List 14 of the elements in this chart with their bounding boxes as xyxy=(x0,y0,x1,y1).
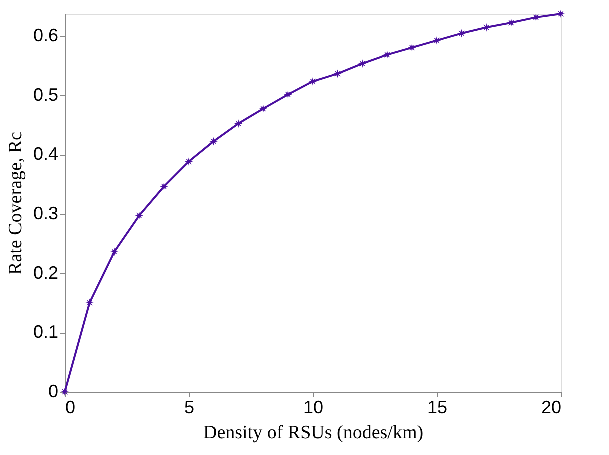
y-tick-label: 0.2 xyxy=(33,262,58,283)
x-tick-label: 0 xyxy=(66,398,76,418)
x-tick-label: 10 xyxy=(303,398,324,418)
x-tick-label: 20 xyxy=(541,398,562,418)
y-tick-label: 0.3 xyxy=(33,203,58,224)
y-tick-label: 0.6 xyxy=(33,25,58,46)
x-tick-label: 5 xyxy=(184,398,195,418)
y-tick-label: 0 xyxy=(48,382,58,402)
y-tick-label: 0.1 xyxy=(33,322,58,342)
x-axis-title: Density of RSUs (nodes/km) xyxy=(203,422,424,444)
y-tick-label: 0.4 xyxy=(33,144,58,164)
y-tick-label: 0.5 xyxy=(33,84,58,105)
y-axis-title: Rate Coverage, Rc xyxy=(5,132,26,275)
x-tick-label: 15 xyxy=(427,398,448,418)
